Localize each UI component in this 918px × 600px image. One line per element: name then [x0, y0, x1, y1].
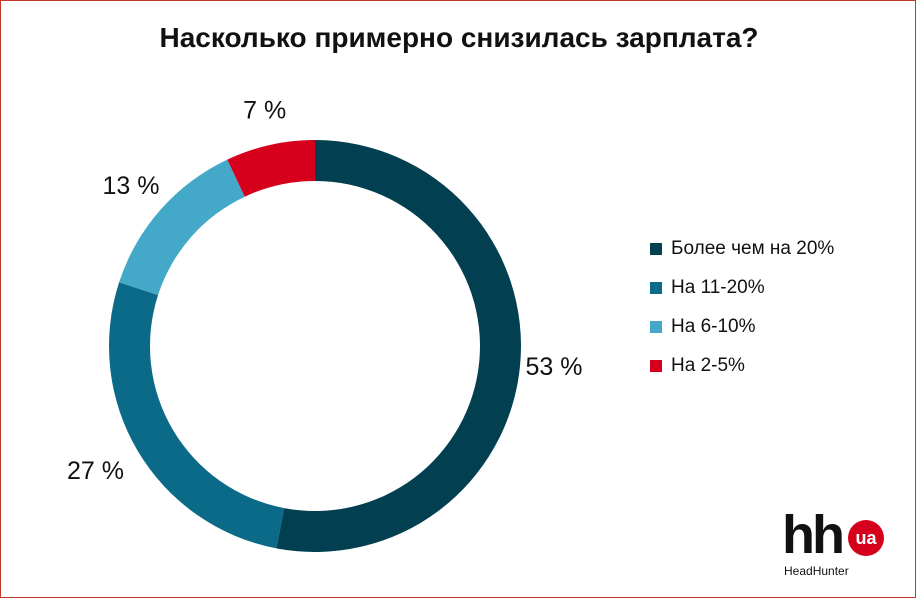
legend-item-2-5: На 2-5%: [650, 353, 834, 379]
legend-label: На 11-20%: [671, 277, 765, 298]
legend-label: На 2-5%: [671, 355, 745, 376]
headhunter-logo: hh ua HeadHunter: [782, 505, 892, 582]
legend: Более чем на 20% На 11-20% На 6-10% На 2…: [650, 236, 834, 392]
logo-badge: ua: [848, 520, 884, 556]
donut-slice-11-20: [108, 282, 285, 549]
legend-label: Более чем на 20%: [671, 238, 835, 259]
legend-item-6-10: На 6-10%: [650, 314, 834, 340]
legend-item-more-than-20: Более чем на 20%: [650, 236, 834, 262]
slice-label-more-than-20: 53 %: [525, 353, 582, 381]
slice-label-11-20: 27 %: [67, 457, 124, 485]
donut-slice-6-10: [119, 159, 245, 296]
chart-title: Насколько примерно снизилась зарплата?: [159, 22, 759, 53]
slice-label-2-5: 7 %: [243, 96, 286, 124]
legend-label: На 6-10%: [671, 316, 756, 337]
legend-item-11-20: На 11-20%: [650, 275, 834, 301]
logo-subtitle: HeadHunter: [784, 564, 849, 578]
donut-slice-more-than-20: [276, 140, 521, 552]
legend-swatch: [650, 360, 662, 372]
legend-swatch: [650, 282, 662, 294]
legend-swatch: [650, 243, 662, 255]
legend-swatch: [650, 321, 662, 333]
logo-mark: hh: [782, 505, 845, 565]
donut-slice-2-5: [227, 140, 315, 197]
slice-label-6-10: 13 %: [102, 172, 159, 200]
